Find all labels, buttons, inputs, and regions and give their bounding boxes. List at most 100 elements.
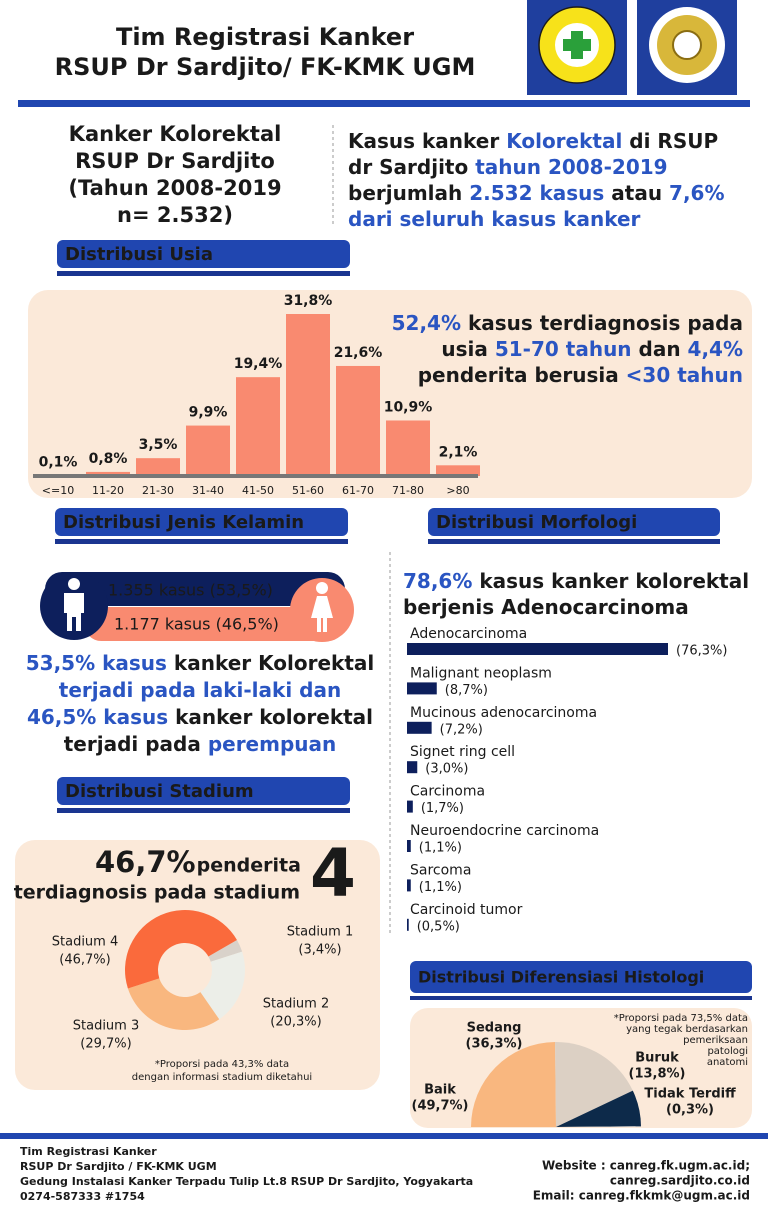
female-icon-body xyxy=(311,596,333,632)
pie-slice xyxy=(471,1042,556,1127)
statement-segment: 7,6% xyxy=(669,181,724,205)
section-title: Distribusi Usia xyxy=(65,244,213,265)
logo-core xyxy=(672,30,702,60)
category-label: 11-20 xyxy=(92,484,124,497)
bar xyxy=(407,643,668,655)
bar xyxy=(336,365,380,476)
statement-segment: perempuan xyxy=(208,732,336,756)
bar xyxy=(86,471,130,476)
section-title-underline xyxy=(410,996,752,1000)
bar xyxy=(407,761,418,774)
slice-value: (29,7%) xyxy=(80,1037,131,1052)
category-label: Neuroendocrine carcinoma xyxy=(410,823,599,839)
section-title-bg xyxy=(428,508,720,536)
category-label: Mucinous adenocarcinoma xyxy=(410,705,597,721)
category-label: Sarcoma xyxy=(410,862,471,878)
slice-value: (20,3%) xyxy=(270,1015,321,1030)
statement-segment: 4,4% xyxy=(688,337,743,361)
value-label: (1,1%) xyxy=(419,880,462,895)
value-label: 1.355 kasus (53,5%) xyxy=(108,581,273,600)
gender-bar xyxy=(45,572,345,606)
slice-value: (13,8%) xyxy=(629,1067,686,1082)
statement-line: dari seluruh kasus kanker xyxy=(348,207,641,231)
headline-text: terdiagnosis pada stadium xyxy=(14,882,300,904)
panel xyxy=(15,840,380,1090)
slice-label: Tidak Terdiff xyxy=(644,1087,736,1102)
section-title-underline xyxy=(57,271,350,276)
section-title-bg xyxy=(57,777,350,805)
section-title: Distribusi Morfologi xyxy=(436,512,637,533)
donut-slice xyxy=(200,951,245,1020)
value-label: 2,1% xyxy=(439,444,478,460)
statement-segment: 51-70 tahun xyxy=(495,337,632,361)
statement-segment: atau xyxy=(604,181,669,205)
section-title: Distribusi Diferensiasi Histologi xyxy=(418,968,704,987)
statement-segment: tahun 2008-2019 xyxy=(475,155,667,179)
section-title-bg xyxy=(55,508,348,536)
intro-title: n= 2.532) xyxy=(117,203,233,227)
statement-line: 46,5% kasus kanker kolorektal xyxy=(27,705,373,729)
category-label: >80 xyxy=(446,484,469,497)
intro-title: RSUP Dr Sardjito xyxy=(75,149,275,173)
slice-value: (46,7%) xyxy=(59,953,110,968)
value-label: (1,7%) xyxy=(421,801,464,816)
bar xyxy=(286,314,330,476)
statement-segment: berjumlah xyxy=(348,181,469,205)
statement-line: Kasus kanker Kolorektal di RSUP xyxy=(348,129,718,153)
bar xyxy=(436,465,480,476)
female-icon-head xyxy=(316,582,328,594)
headline-text: penderita xyxy=(190,855,301,877)
statement-segment: terjadi pada laki-laki dan xyxy=(59,678,341,702)
headline-stage: 4 xyxy=(310,835,356,912)
value-label: (3,0%) xyxy=(425,762,468,777)
pie-slice xyxy=(556,1090,641,1127)
category-label: Carcinoma xyxy=(410,784,485,800)
statement-segment: terjadi pada xyxy=(64,732,208,756)
note: anatomi xyxy=(707,1057,748,1068)
statement-line: berjumlah 2.532 kasus atau 7,6% xyxy=(348,181,725,205)
value-label: 10,9% xyxy=(384,399,433,415)
statement-line: terjadi pada perempuan xyxy=(64,732,337,756)
statement-segment: 78,6% xyxy=(403,569,472,593)
footer: Tim Registrasi Kanker RSUP Dr Sardjito / … xyxy=(20,1145,750,1203)
statement-segment: dan xyxy=(632,337,688,361)
statement-segment: 53,5% kasus xyxy=(26,651,167,675)
footer-line: Email: canreg.fkkmk@ugm.ac.id xyxy=(533,1189,750,1203)
slice-value: (49,7%) xyxy=(412,1099,469,1114)
donut-slice xyxy=(124,909,237,989)
section-title-underline xyxy=(428,539,720,544)
statement-segment: kanker Kolorektal xyxy=(167,651,374,675)
bar xyxy=(407,721,432,734)
category-label: 41-50 xyxy=(242,484,274,497)
note: *Proporsi pada 43,3% data xyxy=(155,1059,289,1070)
value-label: 31,8% xyxy=(284,293,333,309)
male-icon-body xyxy=(64,593,84,631)
divider xyxy=(0,1133,768,1139)
statement-segment: di RSUP xyxy=(622,129,718,153)
divider xyxy=(18,100,750,107)
headline-percent: 46,7% xyxy=(95,845,196,879)
pie-slice xyxy=(556,1126,641,1127)
category-label: 51-60 xyxy=(292,484,324,497)
statement-line: usia 51-70 tahun dan 4,4% xyxy=(441,337,743,361)
bar xyxy=(407,682,437,695)
section-title-underline xyxy=(57,808,350,813)
statement-line: terjadi pada laki-laki dan xyxy=(59,678,341,702)
value-label: (7,2%) xyxy=(440,722,483,737)
bar xyxy=(386,420,430,476)
value-label: 0,1% xyxy=(39,454,78,470)
category-label: <=10 xyxy=(42,484,74,497)
statement-segment: Kasus kanker xyxy=(348,129,506,153)
slice-value: (3,4%) xyxy=(298,943,341,958)
gender-bar xyxy=(84,607,346,641)
statement-segment: 46,5% kasus xyxy=(27,705,168,729)
value-label: 9,9% xyxy=(189,405,228,421)
slice-label: Stadium 4 xyxy=(52,935,119,950)
value-label: 21,6% xyxy=(334,345,383,361)
slice-label: Buruk xyxy=(635,1051,679,1066)
bar xyxy=(236,377,280,476)
footer-line: 0274-587333 #1754 xyxy=(20,1190,145,1203)
bar xyxy=(407,840,411,852)
value-label: 19,4% xyxy=(234,356,283,372)
bar xyxy=(407,879,411,892)
